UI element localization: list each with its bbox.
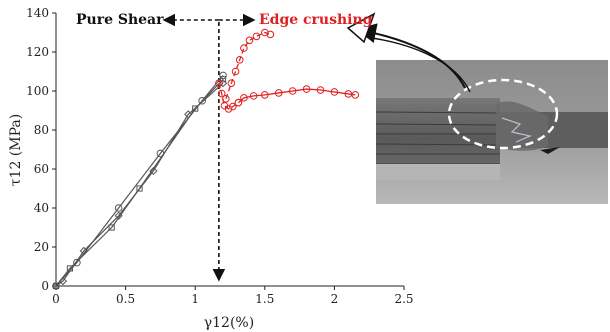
plot-area: 0 0.5 1 1.5 2 2.5 0 20 40 60 80 100 120 140 <box>26 6 413 306</box>
specimen-photo <box>375 60 608 204</box>
data-point <box>261 91 269 99</box>
data-point <box>234 98 243 107</box>
series-4 <box>234 85 360 107</box>
axis-ticks: 0 0.5 1 1.5 2 2.5 0 20 40 60 80 100 120 140 <box>26 6 413 306</box>
data-point <box>217 89 226 98</box>
data-point <box>108 224 115 231</box>
data-point <box>249 92 258 100</box>
data-point <box>245 36 254 45</box>
data-point <box>215 79 223 87</box>
data-point <box>240 44 248 52</box>
series-0 <box>51 79 228 291</box>
series-line <box>55 82 224 287</box>
series-layer <box>51 28 360 291</box>
data-point <box>219 71 227 80</box>
divider-annotation <box>162 13 256 282</box>
x-tick-label: 0 <box>52 292 60 306</box>
data-point <box>240 94 248 102</box>
y-tick-label: 120 <box>26 45 49 59</box>
pointer-arrows <box>346 12 471 93</box>
y-tick-label: 0 <box>41 279 49 293</box>
data-point <box>156 149 165 158</box>
x-tick-label: 1 <box>191 292 199 306</box>
data-point <box>52 282 60 290</box>
data-point <box>266 30 275 39</box>
y-tick-label: 60 <box>34 162 49 176</box>
y-tick-label: 140 <box>26 6 49 20</box>
data-point <box>288 87 297 95</box>
damage-highlight-ellipse <box>447 78 559 150</box>
series-2 <box>52 71 227 290</box>
data-point <box>235 56 244 64</box>
y-tick-label: 100 <box>26 84 49 98</box>
y-axis-label: τ12 (MPa) <box>8 114 24 186</box>
data-point <box>227 79 236 87</box>
series-line <box>55 75 224 287</box>
data-point <box>149 166 158 176</box>
data-point <box>114 204 123 212</box>
data-point <box>73 258 81 267</box>
data-point <box>316 86 325 94</box>
data-point <box>136 185 143 192</box>
data-point <box>274 89 283 97</box>
y-tick-label: 40 <box>34 201 49 215</box>
data-point <box>330 88 339 96</box>
data-point <box>302 85 311 93</box>
data-point <box>192 105 199 112</box>
data-point <box>222 95 230 103</box>
data-point <box>228 102 237 111</box>
y-tick-label: 20 <box>34 240 49 254</box>
open-arrow-head <box>346 12 376 44</box>
data-point <box>52 282 60 290</box>
series-5 <box>222 28 275 103</box>
series-line <box>218 83 239 110</box>
edge-crushing-label: Edge crushing <box>259 12 373 28</box>
pure-shear-label: Pure Shear <box>76 12 164 28</box>
data-point <box>198 96 206 105</box>
x-tick-label: 0.5 <box>116 292 135 306</box>
y-tick-label: 80 <box>34 123 49 137</box>
x-tick-label: 1.5 <box>255 292 274 306</box>
data-point <box>252 32 261 41</box>
data-point <box>231 67 240 76</box>
x-tick-label: 2 <box>331 292 339 306</box>
data-point <box>224 105 233 113</box>
series-line <box>225 31 271 100</box>
x-tick-label: 2.5 <box>394 292 413 306</box>
data-point <box>351 91 360 99</box>
x-axis-label: γ12(%) <box>204 315 254 331</box>
